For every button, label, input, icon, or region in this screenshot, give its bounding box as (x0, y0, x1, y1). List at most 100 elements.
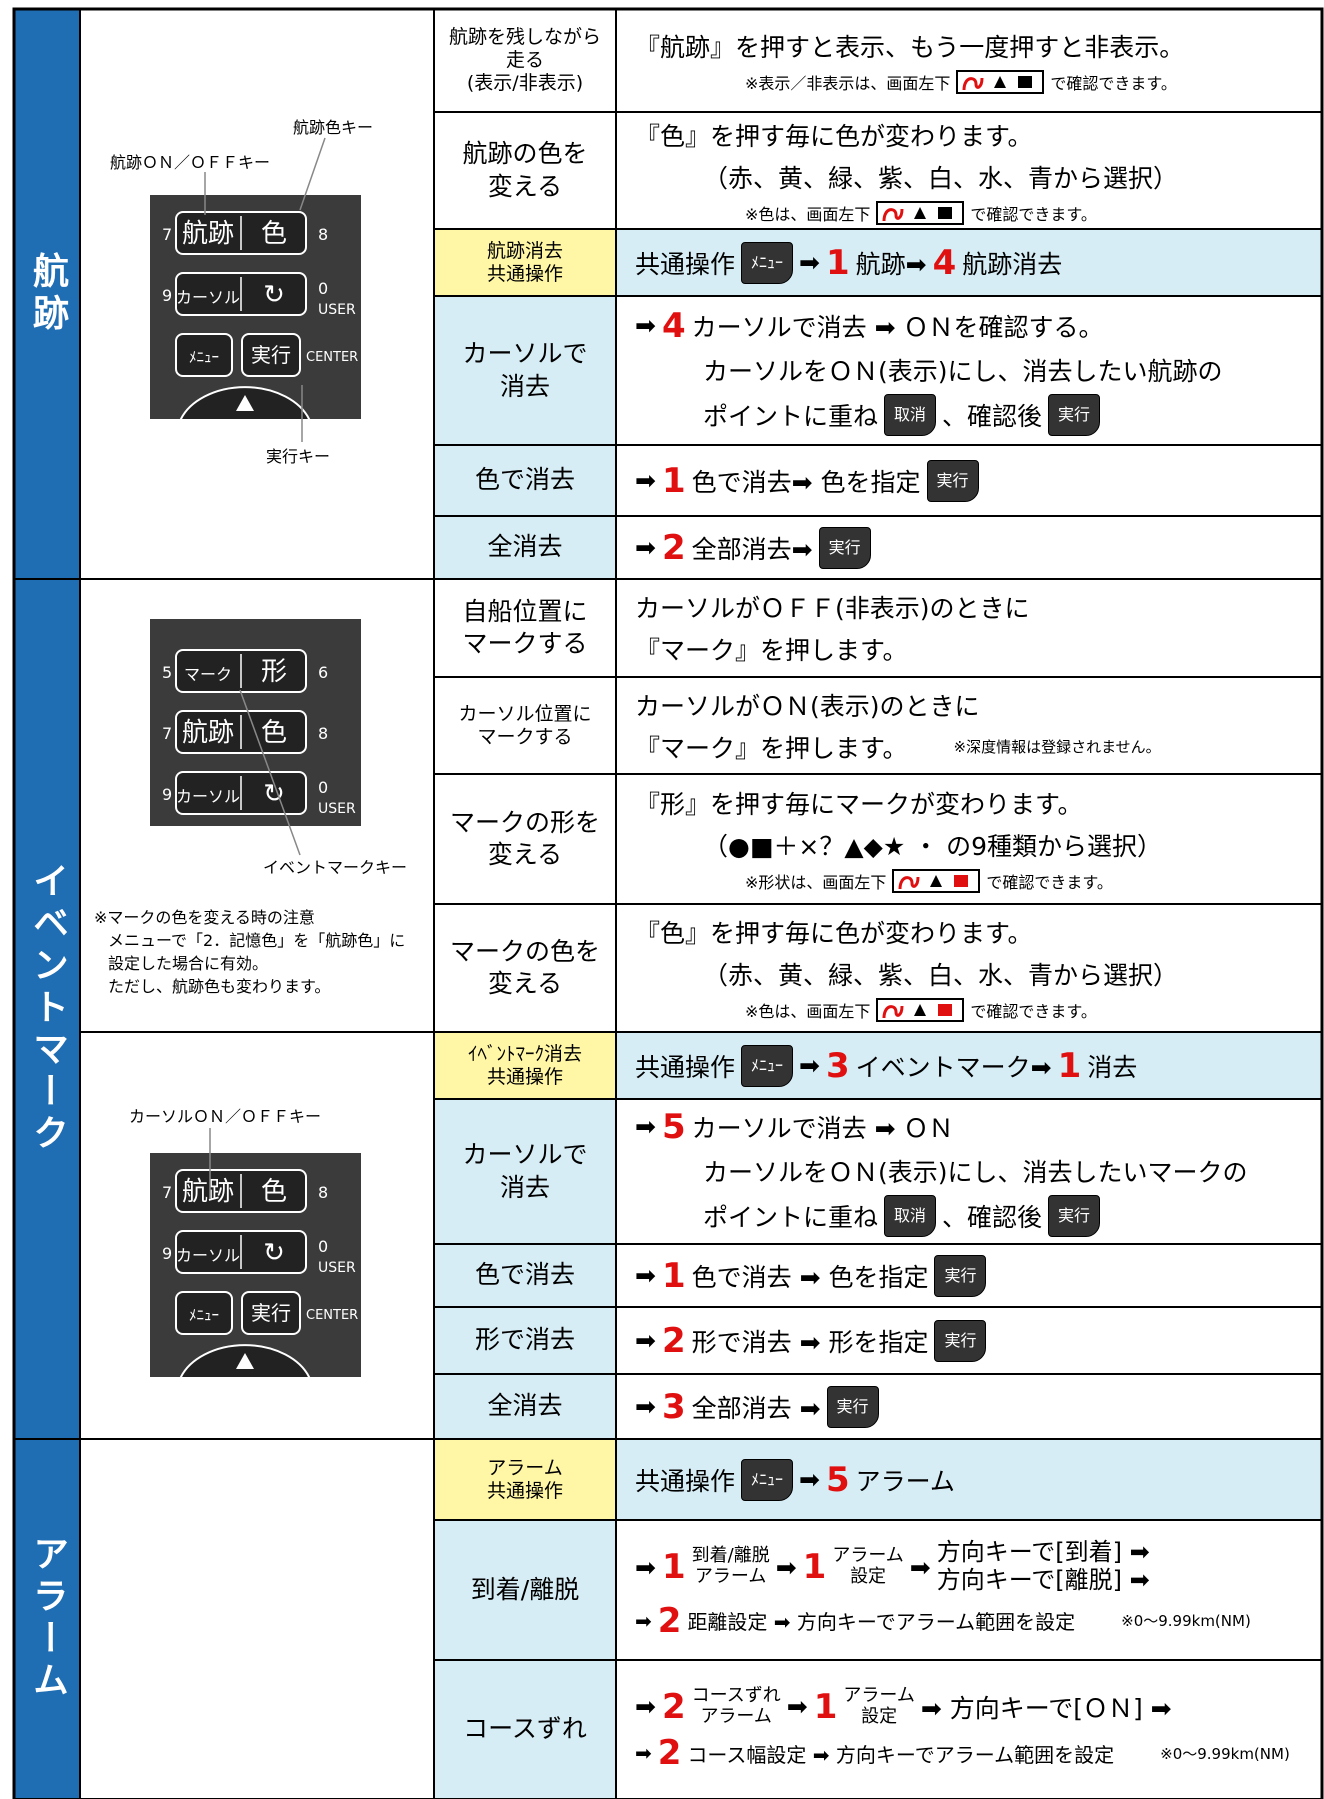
label-line: 全消去 (487, 1391, 563, 1421)
row-label: カーソルで 消去 (434, 1099, 616, 1244)
footnote: ※0～9.99km(NM) (1121, 1612, 1251, 1631)
text: 色で消去 ➡ 色を指定 (691, 1262, 929, 1292)
note-text: ※色は、画面左下 (745, 1002, 871, 1021)
label-line: 色で消去 (474, 465, 575, 495)
key-button: 実行 (818, 526, 871, 569)
section-title: 航跡 (14, 9, 80, 579)
stack-line: コースずれ (691, 1684, 781, 1706)
label-line: 全消去 (487, 532, 563, 562)
key-label: 色 (261, 219, 287, 249)
content-line: ➡ 1 色で消去➡ 色を指定 実行 (635, 459, 1321, 502)
label-line: 共通操作 (486, 262, 563, 285)
label-line: マークの形を (449, 807, 600, 837)
row-content: 共通操作 ﾒﾆｭｰ ➡ 3 イベントマーク➡ 1 消去 (616, 1032, 1322, 1099)
content-line: 共通操作 ﾒﾆｭｰ ➡ 1 航跡➡ 4 航跡消去 (635, 241, 1321, 284)
text: ➡ (799, 1465, 820, 1494)
section-title: アラーム (14, 1439, 80, 1799)
key-number: 0 (318, 1237, 328, 1256)
content-line: 共通操作 ﾒﾆｭｰ ➡ 5 アラーム (635, 1458, 1321, 1501)
text: カーソルをＯＮ(表示)にし、消去したいマークの (703, 1157, 1248, 1187)
status-icon (892, 869, 981, 893)
content-line: ➡ 2 全部消去➡ 実行 (635, 526, 1321, 569)
text: ➡ 方向キーで[ＯＮ] ➡ (920, 1693, 1172, 1723)
content-line: ➡ 2 コースずれ アラーム ➡ 1 アラーム 設定 ➡ 方向キーで[ＯＮ] ➡ (635, 1684, 1321, 1727)
text: 消去 (1087, 1052, 1138, 1082)
text: カーソルがＯＦＦ(非表示)のときに (635, 594, 1030, 623)
text: （赤、黄、緑、紫、白、水、青から選択） (703, 163, 1179, 193)
row-label: マークの色を 変える (434, 904, 616, 1032)
text: 航跡消去 (962, 249, 1063, 279)
remote-control: 7 航跡色 8 9 カーソル ↻ 0 USER ﾒﾆｭｰ 実行 CENTER (150, 195, 361, 419)
note-text: で確認できます。 (970, 204, 1097, 224)
row-content: ➡ 1 色で消去➡ 色を指定 実行 (616, 445, 1322, 516)
key-number: 7 (162, 724, 172, 743)
content-line: ➡ 1 到着/離脱 アラーム ➡ 1 アラーム 設定 ➡ 方向キーで[到着] ➡ 方向キーで[離脱]… (635, 1539, 1321, 1594)
key-number: 6 (318, 663, 328, 682)
row-label: 自船位置にマークする (434, 579, 616, 677)
text: ポイントに重ね (703, 1202, 879, 1232)
key-label: ↻ (263, 280, 285, 310)
step-number: 1 (661, 460, 686, 501)
row-label: 形で消去 (434, 1307, 616, 1374)
stack-line: アラーム (700, 1705, 772, 1727)
label-line: 形で消去 (474, 1325, 575, 1355)
text: ➡ (635, 311, 656, 340)
text: ➡ (635, 1261, 656, 1290)
step-number: 3 (661, 1386, 686, 1427)
text: 共通操作 (635, 1466, 736, 1496)
step-number: 1 (661, 1547, 686, 1587)
key-sub: USER (318, 302, 356, 318)
key-label: 色 (261, 1177, 287, 1207)
content-line: ➡ 2 コース幅設定 ➡ 方向キーでアラーム範囲を設定 ※0～9.99km(NM) (635, 1733, 1321, 1773)
text: カーソルで消去 ➡ ＯＮを確認する。 (691, 312, 1104, 342)
content-line: カーソルをＯＮ(表示)にし、消去したい航跡の (635, 352, 1321, 388)
text: 『色』を押す毎に色が変わります。 (635, 919, 1033, 948)
key-number: 7 (162, 225, 172, 244)
icon-mark (954, 875, 969, 887)
text: イベントマーク➡ (855, 1052, 1052, 1082)
step-number: 2 (661, 1686, 686, 1727)
row-content: ➡ 2 全部消去➡ 実行 (616, 516, 1322, 579)
remote-control: 5 マーク 形 6 7 航跡色 8 9 カーソル ↻ 0 USER (150, 619, 361, 826)
key-number: 0 (318, 778, 328, 797)
label-line: 自船位置に (462, 596, 588, 626)
row-content: 『色』を押す毎に色が変わります。 （赤、黄、緑、紫、白、水、青から選択） ※色は、画… (616, 904, 1322, 1032)
key-label: カーソル (176, 1246, 240, 1265)
content-line: ➡ 5 カーソルで消去 ➡ ＯＮ (635, 1107, 1321, 1147)
row-label: アラーム 共通操作 (434, 1439, 616, 1520)
text: ➡ (799, 248, 820, 277)
key-sub: USER (318, 801, 356, 817)
key-number: 8 (318, 225, 328, 244)
content-line: ➡ 1 色で消去 ➡ 色を指定 実行 (635, 1254, 1321, 1297)
row-content: 『色』を押す毎に色が変わります。 （赤、黄、緑、紫、白、水、青から選択） ※色は、画… (616, 112, 1322, 229)
label-line: カーソルで (462, 339, 588, 368)
text: ➡ (786, 1692, 808, 1721)
note: 設定した場合に有効。 (108, 954, 269, 973)
stack-line: 設定 (850, 1566, 887, 1587)
row-label: マークの形を 変える (434, 774, 616, 904)
label-line: ｲﾍﾞﾝﾄﾏｰｸ消去 (467, 1042, 582, 1065)
step-number: 4 (932, 242, 957, 283)
section-title-text: 航跡 (27, 252, 68, 336)
callout-label: 実行キー (265, 447, 331, 466)
key-sub: CENTER (306, 350, 358, 365)
text: 航跡➡ (855, 249, 927, 279)
note-text: ※形状は、画面左下 (745, 873, 887, 892)
text: 『マーク』を押します。 (635, 636, 908, 665)
footnote: ※深度情報は登録されません。 (953, 738, 1161, 756)
text: 共通操作 (635, 1052, 736, 1082)
text: （赤、黄、緑、紫、白、水、青から選択） (703, 961, 1179, 990)
step-number: 5 (825, 1459, 850, 1500)
stacked-label: 到着/離脱 アラーム (692, 1546, 770, 1587)
callout-label: 航跡色キー (292, 118, 374, 137)
label-line: マークする (462, 629, 588, 658)
text: ➡ (635, 466, 656, 495)
note: メニューで「2．記憶色」を「航跡色」に (108, 931, 406, 950)
key-button: ﾒﾆｭｰ (741, 241, 794, 284)
image-panel (80, 1439, 434, 1799)
text: 『形』を押す毎にマークが変わります。 (635, 790, 1083, 819)
step-number: 5 (661, 1106, 686, 1147)
key-button: 実行 (934, 1319, 987, 1362)
content-line: ※色は、画面左下 で確認できます。 (635, 200, 1321, 225)
row-content: 『形』を押す毎にマークが変わります。 （●■＋×？▲◆★ ・ の9種類から選択） ※… (616, 774, 1322, 904)
